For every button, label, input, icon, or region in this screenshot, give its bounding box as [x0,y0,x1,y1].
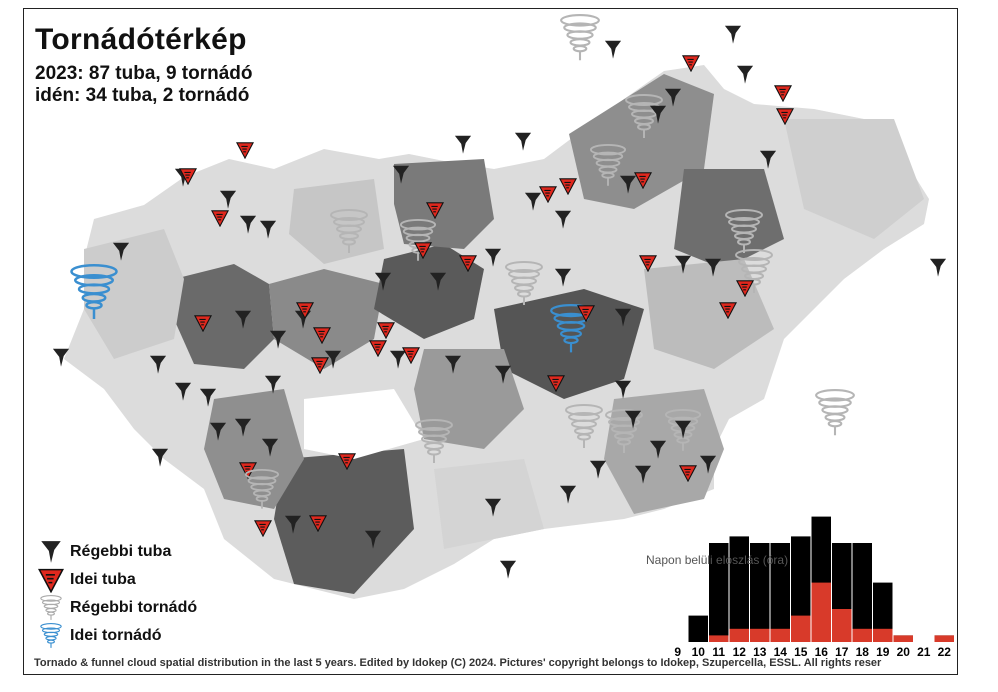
new-funnel-icon [38,567,64,593]
hist-bar-total [688,615,708,642]
hist-tick-label: 10 [692,645,706,659]
hourly-histogram: 9 10 11 12 13 14 15 16 17 18 19 20 21 22 [674,516,954,659]
hungary-map: 9 10 11 12 13 14 15 16 17 18 19 20 21 22 [52,14,954,659]
legend-label: Régebbi tuba [70,543,172,560]
hist-bar-this-year [934,635,954,642]
county-region [204,389,304,509]
hist-bar-total [873,582,893,642]
hist-bar-this-year [852,628,872,642]
map-title: Tornádótérkép [35,23,247,56]
old-funnel-icon [454,135,472,154]
old-funnel-icon [736,65,754,84]
new-tornado-icon [38,623,64,649]
hist-bar-this-year [750,628,770,642]
hist-tick-label: 11 [712,645,725,659]
old-funnel-icon [514,132,532,151]
hist-bar-total [729,536,749,642]
stats-this-year: idén: 34 tuba, 2 tornádó [35,85,250,106]
footer-credits: Tornado & funnel cloud spatial distribut… [34,657,882,669]
stats-2023: 2023: 87 tuba, 9 tornádó [35,63,253,84]
new-funnel-icon [236,142,254,159]
hist-tick-label: 18 [856,645,870,659]
old-tornado-icon [560,14,600,62]
hist-tick-label: 9 [674,645,681,659]
old-tornado-icon [815,389,855,437]
histogram-title: Napon belüli eloszlás (óra) [646,553,789,567]
hist-bar-this-year [873,628,893,642]
hist-tick-label: 22 [938,645,952,659]
map-frame: 9 10 11 12 13 14 15 16 17 18 19 20 21 22 Tornádótérké… [23,8,958,675]
hist-tick-label: 14 [774,645,788,659]
hist-bar-this-year [709,635,729,642]
hist-tick-label: 15 [794,645,808,659]
county-region [414,349,524,449]
legend-item-old-funnel: Régebbi tuba [38,538,197,566]
hist-bar-total [709,543,729,642]
county-region [374,244,484,339]
hist-bar-total [852,543,872,642]
county-region [394,159,494,249]
old-funnel-icon [724,25,742,44]
legend-item-new-funnel: Idei tuba [38,566,197,594]
hist-tick-label: 13 [753,645,767,659]
hist-bar-this-year [893,635,913,642]
hist-bar-this-year [791,615,811,642]
hist-bar-total [770,543,790,642]
hist-tick-label: 16 [815,645,829,659]
old-funnel-icon [38,539,64,565]
hist-tick-label: 20 [897,645,911,659]
hist-tick-label: 12 [733,645,747,659]
hist-bar-this-year [770,628,790,642]
county-region [174,264,274,369]
county-region [269,269,384,369]
new-funnel-icon [774,85,792,102]
old-funnel-icon [499,560,517,579]
old-tornado-icon [38,595,64,621]
hist-tick-label: 19 [876,645,890,659]
hist-bar-this-year [811,582,831,642]
county-region [674,169,784,269]
county-region [304,389,424,459]
old-funnel-icon [604,40,622,59]
old-funnel-icon [929,258,947,277]
hist-bar-total [750,543,770,642]
hist-tick-label: 21 [917,645,931,659]
legend: Régebbi tuba Idei tuba Régebbi tornádó I… [38,538,197,650]
legend-label: Régebbi tornádó [70,599,198,616]
county-region [289,179,384,264]
county-region [274,449,414,594]
hist-bar-this-year [832,609,852,642]
county-region [784,119,924,239]
hist-bar-this-year [729,628,749,642]
hist-tick-label: 17 [835,645,849,659]
legend-item-new-tornado: Idei tornádó [38,622,197,650]
legend-label: Idei tornádó [70,627,162,644]
county-region [569,74,714,209]
legend-label: Idei tuba [70,571,136,588]
county-region [84,229,184,359]
legend-item-old-tornado: Régebbi tornádó [38,594,197,622]
